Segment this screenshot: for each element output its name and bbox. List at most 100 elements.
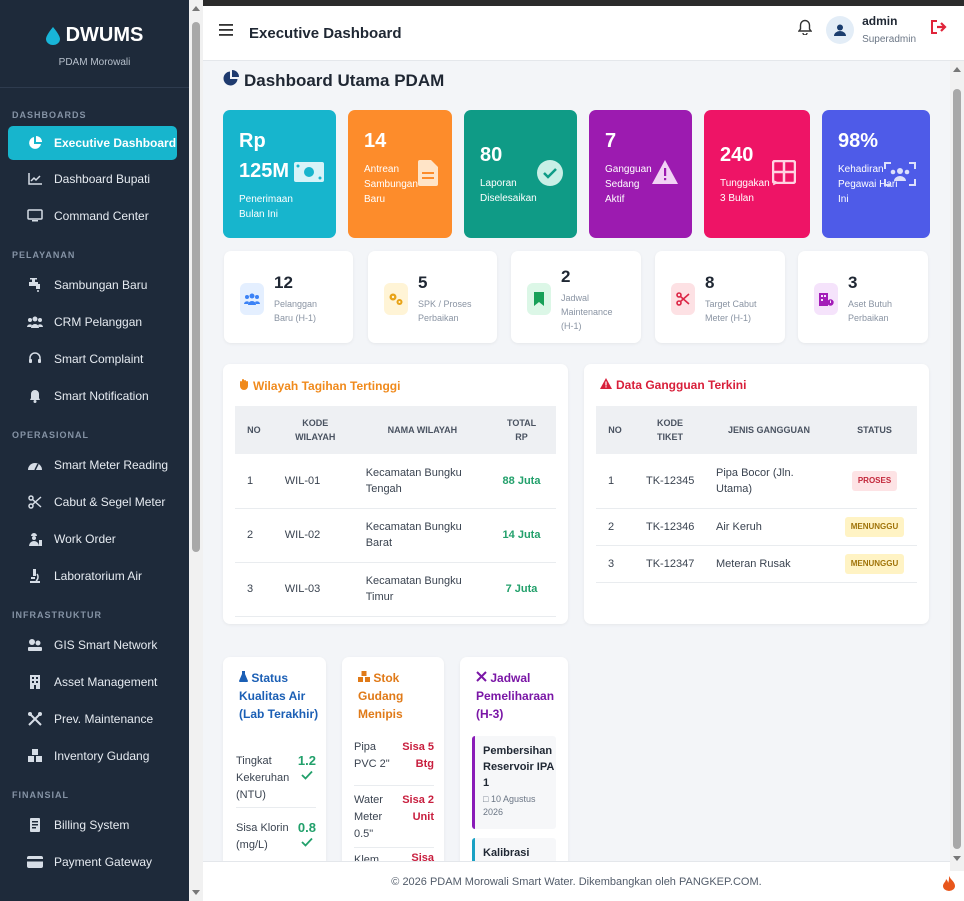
kpi-label: Gangguan Sedang Aktif xyxy=(605,164,652,205)
table-row[interactable]: 3 TK-12347 Meteran Rusak MENUNGGU xyxy=(596,545,917,583)
mini-value: 5 xyxy=(418,273,428,292)
kpi-label: Penerimaan Bulan Ini xyxy=(239,194,293,220)
wilayah-table: NO KODE WILAYAH NAMA WILAYAH TOTAL RP 1 … xyxy=(235,406,556,617)
mini-card-target-cabut[interactable]: 8 Target Cabut Meter (H-1) xyxy=(655,251,785,343)
sidebar-item-inventory-gudang[interactable]: Inventory Gudang xyxy=(8,737,177,774)
sidebar-item-dashboard-bupati[interactable]: Dashboard Bupati xyxy=(8,160,177,197)
avatar[interactable] xyxy=(826,15,855,44)
jadwal-item[interactable]: Pembersihan Reservoir IPA 1 □ 10 Agustus… xyxy=(472,736,556,829)
sidebar-item-payment-gateway[interactable]: Payment Gateway xyxy=(8,843,177,880)
user-info[interactable]: admin Superadmin xyxy=(862,14,916,45)
sidebar-item-label: Executive Dashboard xyxy=(54,136,177,150)
boxes-icon xyxy=(358,671,370,685)
jadwal-title: Jadwal Pemeliharaan (H-3) xyxy=(476,671,555,721)
sidebar-item-asset-management[interactable]: Asset Management xyxy=(8,663,177,700)
kpi-card-kehadiran[interactable]: 98% Kehadiran Pegawai Hari Ini xyxy=(822,110,930,238)
kpi-card-laporan[interactable]: 80 Laporan Diselesaikan xyxy=(464,110,577,238)
sidebar-scrollbar[interactable] xyxy=(189,0,203,901)
mini-card-spk[interactable]: 5 SPK / Proses Perbaikan xyxy=(368,251,497,343)
mini-card-pelanggan-baru[interactable]: 12 Pelanggan Baru (H-1) xyxy=(224,251,353,343)
kpi-value: 80 xyxy=(480,144,503,166)
scroll-down-arrow[interactable] xyxy=(192,890,200,895)
building-icon xyxy=(26,673,44,691)
kpi-card-penerimaan[interactable]: Rp 125M Penerimaan Bulan Ini xyxy=(223,110,336,238)
bookmark-icon xyxy=(527,283,551,315)
user-name: admin xyxy=(862,14,898,28)
kpi-card-gangguan[interactable]: 7 Gangguan Sedang Aktif xyxy=(589,110,692,238)
sidebar-item-label: Billing System xyxy=(54,817,130,832)
sidebar-item-label: Cabut & Segel Meter xyxy=(54,494,166,509)
mini-card-aset-butuh-perbaikan[interactable]: 3 Aset Butuh Perbaikan xyxy=(798,251,928,343)
scroll-up-arrow[interactable] xyxy=(953,67,961,72)
sidebar-item-sambungan-baru[interactable]: Sambungan Baru xyxy=(8,266,177,303)
users-icon xyxy=(26,313,44,331)
col-header: TOTAL RP xyxy=(486,406,556,454)
floating-action-button[interactable] xyxy=(934,871,964,901)
calendar-icon: □ xyxy=(483,794,489,804)
hamburger-menu-icon[interactable] xyxy=(219,24,235,42)
kpi-card-antrean[interactable]: 14 Antrean Sambungan Baru xyxy=(348,110,452,238)
gangguan-card: Data Gangguan Terkini NO KODE TIKET JENI… xyxy=(584,364,929,624)
wilayah-title: Wilayah Tagihan Tertinggi xyxy=(223,364,568,393)
mini-label: Target Cabut Meter (H-1) xyxy=(705,299,757,323)
gangguan-title: Data Gangguan Terkini xyxy=(584,364,929,392)
sidebar-item-label: Work Order xyxy=(54,531,116,546)
notification-bell-icon[interactable] xyxy=(797,19,813,40)
sidebar-item-gis-smart-network[interactable]: GIS Smart Network xyxy=(8,626,177,663)
mini-label: Pelanggan Baru (H-1) xyxy=(274,299,318,323)
mini-card-jadwal-maintenance[interactable]: 2 Jadwal Maintenance (H-1) xyxy=(511,251,641,343)
sidebar-item-billing-system[interactable]: Billing System xyxy=(8,806,177,843)
kpi-value: 240 xyxy=(720,144,754,166)
sidebar-item-executive-dashboard[interactable]: Executive Dashboard xyxy=(8,126,177,160)
brand[interactable]: DWUMS PDAM Morowali xyxy=(0,0,189,88)
scissors-icon xyxy=(671,283,695,315)
sidebar-item-cabut-segel-meter[interactable]: Cabut & Segel Meter xyxy=(8,483,177,520)
sidebar-item-smart-notification[interactable]: Smart Notification xyxy=(8,377,177,414)
bell-icon xyxy=(26,387,44,405)
face-scan-icon xyxy=(884,162,916,191)
gears-icon xyxy=(384,283,408,315)
kpi-card-tunggakan[interactable]: 240 Tunggakan > 3 Bulan xyxy=(704,110,810,238)
sidebar-item-crm-pelanggan[interactable]: CRM Pelanggan xyxy=(8,303,177,340)
kpi-value: 7 xyxy=(605,130,617,152)
check-icon xyxy=(301,837,313,847)
sidebar-item-smart-meter-reading[interactable]: Smart Meter Reading xyxy=(8,446,177,483)
mini-value: 3 xyxy=(848,273,858,292)
sidebar-item-smart-complaint[interactable]: Smart Complaint xyxy=(8,340,177,377)
table-row[interactable]: 3 WIL-03 Kecamatan Bungku Timur 7 Juta xyxy=(235,562,556,617)
table-row[interactable]: 2 WIL-02 Kecamatan Bungku Barat 14 Juta xyxy=(235,508,556,563)
money-icon xyxy=(294,162,324,187)
stok-item: Water Meter 0.5" Sisa 2 Unit xyxy=(354,785,434,843)
header-title: Executive Dashboard xyxy=(249,24,402,42)
col-header: NAMA WILAYAH xyxy=(357,406,487,454)
col-header: NO xyxy=(596,406,634,454)
brand-subtitle: PDAM Morowali xyxy=(58,57,131,68)
kpi-label: Antrean Sambungan Baru xyxy=(364,164,418,205)
scroll-up-arrow[interactable] xyxy=(192,6,200,11)
sidebar-item-laboratorium-air[interactable]: Laboratorium Air xyxy=(8,557,177,594)
table-row[interactable]: 1 TK-12345 Pipa Bocor (Jln. Utama) PROSE… xyxy=(596,454,917,509)
grid-icon xyxy=(771,159,797,189)
sidebar-item-command-center[interactable]: Command Center xyxy=(8,197,177,234)
table-row[interactable]: 1 WIL-01 Kecamatan Bungku Tengah 88 Juta xyxy=(235,454,556,509)
scroll-down-arrow[interactable] xyxy=(953,856,961,861)
status-badge: MENUNGGU xyxy=(844,516,905,537)
table-header-row: NO KODE TIKET JENIS GANGGUAN STATUS xyxy=(596,406,917,454)
sidebar-item-label: Prev. Maintenance xyxy=(54,711,154,726)
col-header: STATUS xyxy=(832,406,917,454)
tools-icon xyxy=(26,710,44,728)
boxes-icon xyxy=(26,747,44,765)
status-badge: PROSES xyxy=(851,470,898,491)
kpi-value: 98% xyxy=(838,130,879,152)
sidebar-item-prev-maintenance[interactable]: Prev. Maintenance xyxy=(8,700,177,737)
logout-icon[interactable] xyxy=(930,19,948,40)
mini-label: Aset Butuh Perbaikan xyxy=(848,299,893,323)
table-row[interactable]: 2 TK-12346 Air Keruh MENUNGGU xyxy=(596,508,917,546)
kpi-label: Laporan Diselesaikan xyxy=(480,178,537,204)
scrollbar-thumb[interactable] xyxy=(192,22,200,552)
scrollbar-thumb[interactable] xyxy=(953,89,961,849)
main-scrollbar[interactable] xyxy=(950,61,964,901)
gangguan-table: NO KODE TIKET JENIS GANGGUAN STATUS 1 TK… xyxy=(596,406,917,583)
sidebar-item-work-order[interactable]: Work Order xyxy=(8,520,177,557)
table-header-row: NO KODE WILAYAH NAMA WILAYAH TOTAL RP xyxy=(235,406,556,454)
